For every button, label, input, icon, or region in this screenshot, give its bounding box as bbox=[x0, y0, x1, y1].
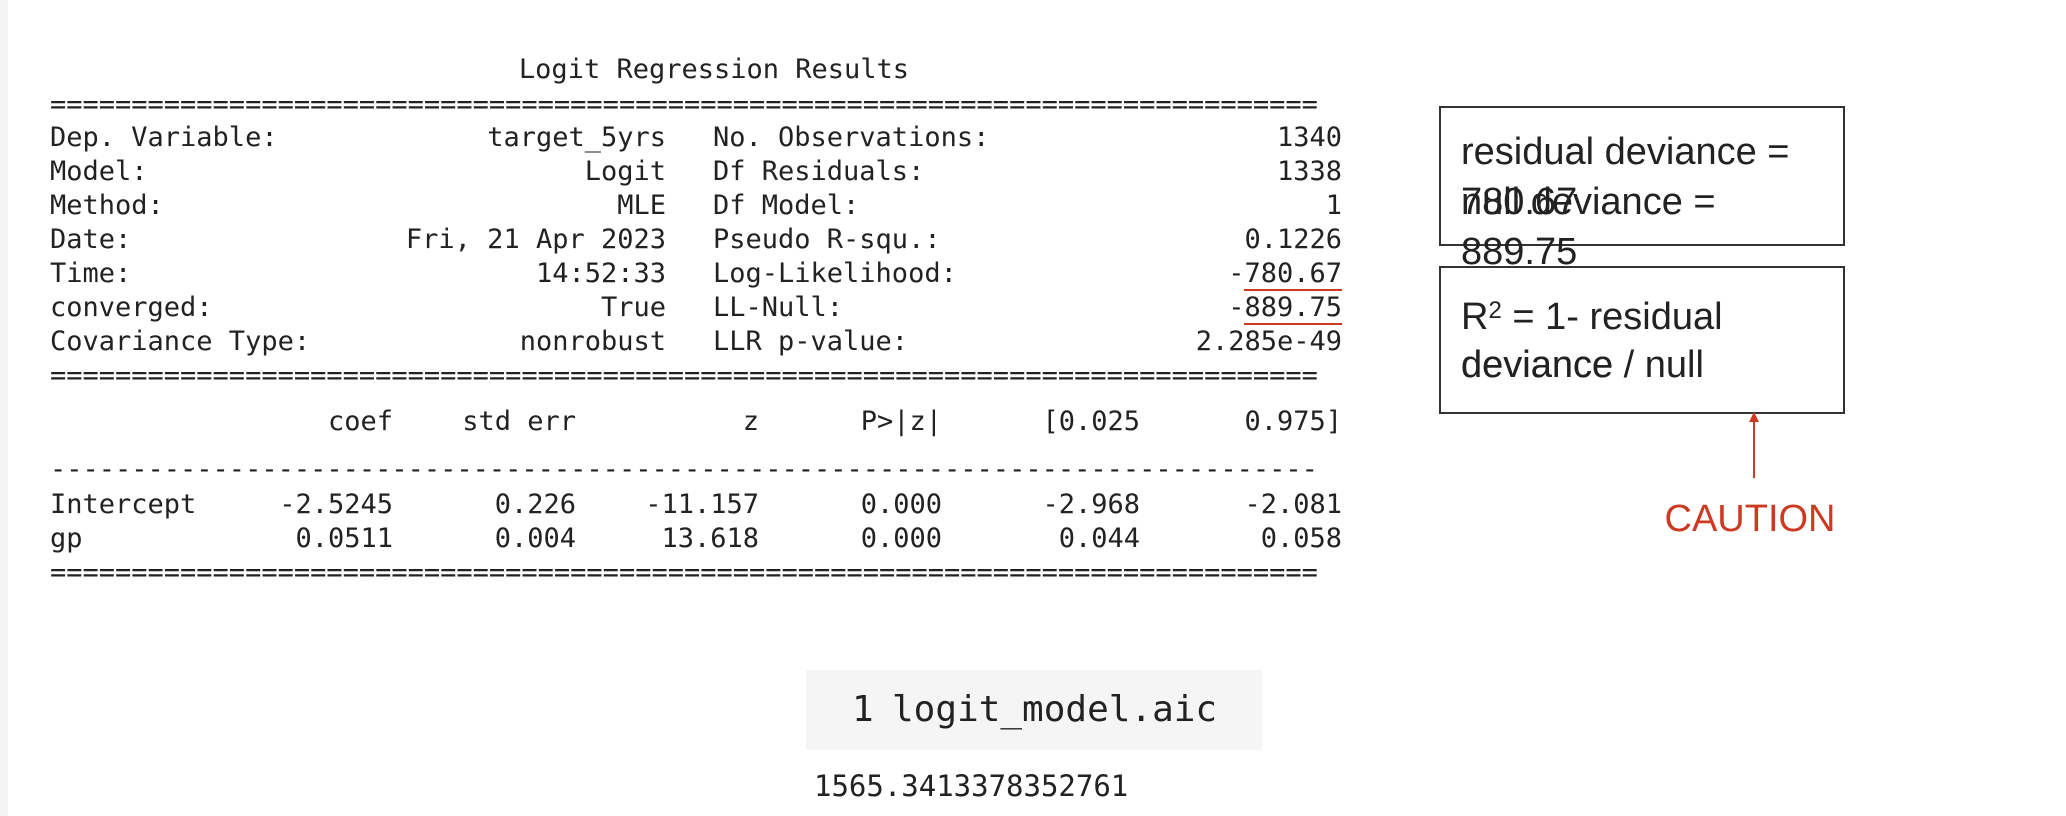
coef-cell: 13.618 bbox=[661, 523, 759, 554]
dash-rule: ----------------------------------------… bbox=[50, 454, 1318, 485]
summary-title: Logit Regression Results bbox=[518, 54, 910, 85]
info-value: 1340 bbox=[1276, 122, 1342, 153]
info-row: Time: 14:52:33 Log-Likelihood: -780.67 bbox=[50, 257, 1342, 291]
formula-line: R2 = 1- residual deviance / null bbox=[1461, 293, 1823, 386]
residual-deviance-text: residual deviance = 780.67 bbox=[1461, 131, 1790, 223]
info-label: Df Model: bbox=[713, 190, 860, 221]
info-row: Method: MLE Df Model: 1 bbox=[50, 189, 1342, 223]
value-sign: - bbox=[1228, 292, 1245, 323]
info-value: nonrobust bbox=[519, 326, 666, 357]
info-row: Covariance Type: nonrobust LLR p-value: … bbox=[50, 325, 1342, 359]
underlined-value: 780.67 bbox=[1244, 258, 1342, 291]
info-label: No. Observations: bbox=[713, 122, 990, 153]
info-value: True bbox=[600, 292, 666, 323]
info-label: converged: bbox=[50, 292, 213, 323]
cell-output: 1565.3413378352761 bbox=[814, 769, 1129, 803]
col-header: 0.975] bbox=[1244, 406, 1342, 437]
formula-line-2: deviance bbox=[1461, 344, 1614, 386]
left-edge-strip bbox=[0, 0, 8, 816]
info-label: Time: bbox=[50, 258, 132, 289]
superscript-two: 2 bbox=[1488, 297, 1502, 324]
info-row: Dep. Variable: target_5yrs No. Observati… bbox=[50, 121, 1342, 155]
coef-header-row: coef std err z P>|z| [0.025 0.975] bbox=[50, 392, 1342, 452]
term-name: gp bbox=[50, 523, 83, 554]
r-squared-formula-box: R2 = 1- residual deviance / null devianc… bbox=[1439, 266, 1845, 414]
info-value: 2.285e-49 bbox=[1195, 326, 1342, 357]
coef-cell: 0.226 bbox=[494, 489, 576, 520]
info-value: 1 bbox=[1325, 190, 1342, 221]
coef-cell: -2.968 bbox=[1042, 489, 1140, 520]
coef-row: Intercept -2.5245 0.226 -11.157 0.000 -2… bbox=[50, 488, 1342, 522]
coef-cell: 0.058 bbox=[1260, 523, 1342, 554]
ll-null-value: -889.75 bbox=[1228, 291, 1342, 325]
notebook-code-cell[interactable]: 1 logit_model.aic bbox=[806, 670, 1262, 750]
up-arrow-icon bbox=[1749, 412, 1759, 478]
info-label: Model: bbox=[50, 156, 148, 187]
info-label: LL-Null: bbox=[713, 292, 844, 323]
col-header: P>|z| bbox=[860, 406, 942, 437]
info-row: Date: Fri, 21 Apr 2023 Pseudo R-squ.: 0.… bbox=[50, 223, 1342, 257]
value-sign: - bbox=[1228, 258, 1245, 289]
equals-rule: ========================================… bbox=[50, 360, 1318, 391]
coef-cell: 0.000 bbox=[860, 489, 942, 520]
coef-cell: 0.044 bbox=[1058, 523, 1140, 554]
col-header: [0.025 bbox=[1042, 406, 1140, 437]
r-symbol: R bbox=[1461, 296, 1489, 338]
info-label: Date: bbox=[50, 224, 132, 255]
info-value: Logit bbox=[584, 156, 666, 187]
info-label: Method: bbox=[50, 190, 164, 221]
log-likelihood-value: -780.67 bbox=[1228, 257, 1342, 291]
cell-code: logit_model.aic bbox=[892, 689, 1218, 730]
underlined-value: 889.75 bbox=[1244, 292, 1342, 325]
info-label: LLR p-value: bbox=[713, 326, 909, 357]
info-label: Pseudo R-squ.: bbox=[713, 224, 941, 255]
coef-cell: -2.5245 bbox=[279, 489, 393, 520]
coef-cell: 0.000 bbox=[860, 523, 942, 554]
formula-rest: = 1- residual deviance / null bbox=[1461, 296, 1723, 386]
coef-cell: -2.081 bbox=[1244, 489, 1342, 520]
info-value: MLE bbox=[617, 190, 666, 221]
info-label: Dep. Variable: bbox=[50, 122, 278, 153]
info-label: Df Residuals: bbox=[713, 156, 925, 187]
coef-row: gp 0.0511 0.004 13.618 0.000 0.044 0.058 bbox=[50, 522, 1342, 556]
col-header: coef bbox=[327, 406, 393, 437]
col-header: std err bbox=[462, 406, 576, 437]
deviance-box: residual deviance = 780.67 null deviance… bbox=[1439, 106, 1845, 273]
logit-regression-summary: Logit Regression Results ===============… bbox=[50, 52, 1342, 589]
term-name: Intercept bbox=[50, 489, 197, 520]
equals-rule: ========================================… bbox=[50, 89, 1318, 120]
info-value: 0.1226 bbox=[1244, 224, 1342, 255]
coef-cell: 0.004 bbox=[494, 523, 576, 554]
equals-rule: ========================================… bbox=[50, 557, 1318, 588]
coef-cell: 0.0511 bbox=[295, 523, 393, 554]
info-row: converged: True LL-Null: -889.75 bbox=[50, 291, 1342, 325]
null-deviance-text: null deviance = 889.75 bbox=[1461, 181, 1716, 273]
info-label: Log-Likelihood: bbox=[713, 258, 957, 289]
col-header: z bbox=[742, 406, 759, 437]
caution-label: CAUTION bbox=[1664, 498, 1836, 540]
info-value: target_5yrs bbox=[487, 122, 666, 153]
info-row: Model: Logit Df Residuals: 1338 bbox=[50, 155, 1342, 189]
info-label: Covariance Type: bbox=[50, 326, 311, 357]
info-value: Fri, 21 Apr 2023 bbox=[405, 224, 666, 255]
info-value: 1338 bbox=[1276, 156, 1342, 187]
info-value: 14:52:33 bbox=[535, 258, 666, 289]
cell-line-number: 1 bbox=[852, 689, 874, 730]
coef-cell: -11.157 bbox=[645, 489, 759, 520]
